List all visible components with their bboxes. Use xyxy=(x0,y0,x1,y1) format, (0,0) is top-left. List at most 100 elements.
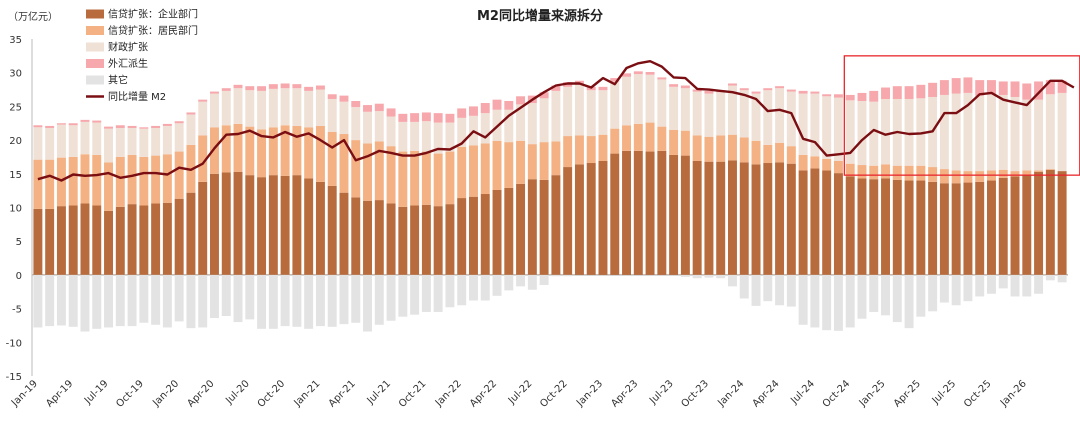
bar-segment xyxy=(987,180,996,275)
bar-segment xyxy=(963,171,973,183)
bar-segment xyxy=(45,127,55,160)
x-tick-label: Oct-22 xyxy=(538,378,570,410)
x-tick-label: Apr-20 xyxy=(185,378,216,409)
bar-segment xyxy=(410,113,420,122)
bar-segment xyxy=(210,93,219,128)
bar-segment xyxy=(151,125,161,128)
bar-segment xyxy=(998,81,1008,95)
bar-segment xyxy=(1057,274,1067,283)
bar-segment xyxy=(1022,170,1032,175)
bar-segment xyxy=(586,90,596,137)
y-tick-label: -10 xyxy=(6,338,22,349)
bar-segment xyxy=(998,169,1008,178)
x-tick-label: Jan-24 xyxy=(715,378,746,409)
legend-item[interactable]: 同比增量 M2 xyxy=(86,90,166,103)
bar-segment xyxy=(115,274,125,327)
bar-segment xyxy=(280,175,290,275)
bar-segment xyxy=(645,122,655,152)
bar-segment xyxy=(45,159,55,209)
bar-segment xyxy=(998,274,1008,289)
legend-item[interactable]: 信贷扩张：企业部门 xyxy=(86,8,198,21)
bar-segment xyxy=(45,208,55,275)
bar-segment xyxy=(174,274,184,322)
bar-segment xyxy=(845,100,855,164)
bar-segment xyxy=(139,128,149,157)
bar-segment xyxy=(280,88,290,126)
bar-segment xyxy=(963,92,973,172)
bar-segment xyxy=(692,274,702,279)
bar-segment xyxy=(68,125,78,157)
bar-segment xyxy=(304,274,314,329)
bar-segment xyxy=(315,181,325,275)
bar-segment xyxy=(56,157,66,207)
bar-segment xyxy=(916,165,926,181)
bar-segment xyxy=(469,145,478,197)
bar-segment xyxy=(363,200,372,275)
legend-label: 其它 xyxy=(108,74,128,87)
bar-segment xyxy=(374,200,384,275)
bar-segment xyxy=(92,274,102,329)
y-tick-label: 35 xyxy=(9,35,22,46)
bar-segment xyxy=(162,125,172,155)
chart-title: M2同比增量来源拆分 xyxy=(477,8,603,24)
legend-item[interactable]: 其它 xyxy=(86,74,128,87)
bar-segment xyxy=(739,162,749,275)
bar-segment xyxy=(421,151,431,205)
bar-segment xyxy=(457,108,467,118)
bar-segment xyxy=(363,111,372,144)
bar-segment xyxy=(1010,176,1020,275)
bar-segment xyxy=(904,274,914,329)
bar-segment xyxy=(457,117,467,147)
bar-segment xyxy=(928,274,938,312)
bar-segment xyxy=(151,274,161,325)
bar-segment xyxy=(904,98,914,166)
bar-segment xyxy=(645,74,655,123)
bar-segment xyxy=(987,94,996,171)
bar-segment xyxy=(127,274,137,327)
bar-segment xyxy=(680,130,690,156)
bar-segment xyxy=(398,121,408,152)
bar-segment xyxy=(198,181,208,275)
bar-segment xyxy=(221,274,231,317)
bar-segment xyxy=(398,206,408,275)
bar-segment xyxy=(1022,99,1032,171)
bar-segment xyxy=(186,112,196,115)
bar-segment xyxy=(68,123,78,126)
bar-segment xyxy=(987,80,996,95)
bar-segment xyxy=(445,151,455,205)
bar-segment xyxy=(174,121,184,124)
bar-segment xyxy=(480,113,490,144)
bar-segment xyxy=(398,151,408,207)
bar-segment xyxy=(68,274,78,327)
legend-item[interactable]: 财政扩张 xyxy=(86,41,148,54)
bar-segment xyxy=(892,179,902,275)
bar-segment xyxy=(939,274,949,303)
bar-segment xyxy=(775,86,785,89)
legend-label: 信贷扩张：企业部门 xyxy=(108,8,198,21)
x-tick-label: Apr-25 xyxy=(892,378,923,409)
bar-segment xyxy=(951,170,961,184)
bar-segment xyxy=(516,274,526,287)
bar-segment xyxy=(1034,81,1044,100)
bar-segment xyxy=(692,89,702,92)
legend-label: 外汇派生 xyxy=(108,57,148,70)
bar-segment xyxy=(975,181,985,275)
bar-segment xyxy=(139,156,149,206)
bar-segment xyxy=(398,274,408,317)
bar-segment xyxy=(433,122,443,154)
bar-segment xyxy=(833,274,843,331)
legend-item[interactable]: 外汇派生 xyxy=(86,57,148,70)
bar-segment xyxy=(339,95,349,102)
bar-segment xyxy=(739,88,749,91)
bar-segment xyxy=(1010,96,1020,172)
bar-segment xyxy=(433,113,443,123)
bar-segment xyxy=(433,274,443,312)
bar-segment xyxy=(115,127,125,157)
bar-segment xyxy=(127,125,137,128)
bar-segment xyxy=(798,90,808,94)
legend-item[interactable]: 信贷扩张：居民部门 xyxy=(86,24,198,37)
bar-segment xyxy=(704,161,714,275)
bar-segment xyxy=(939,80,949,95)
